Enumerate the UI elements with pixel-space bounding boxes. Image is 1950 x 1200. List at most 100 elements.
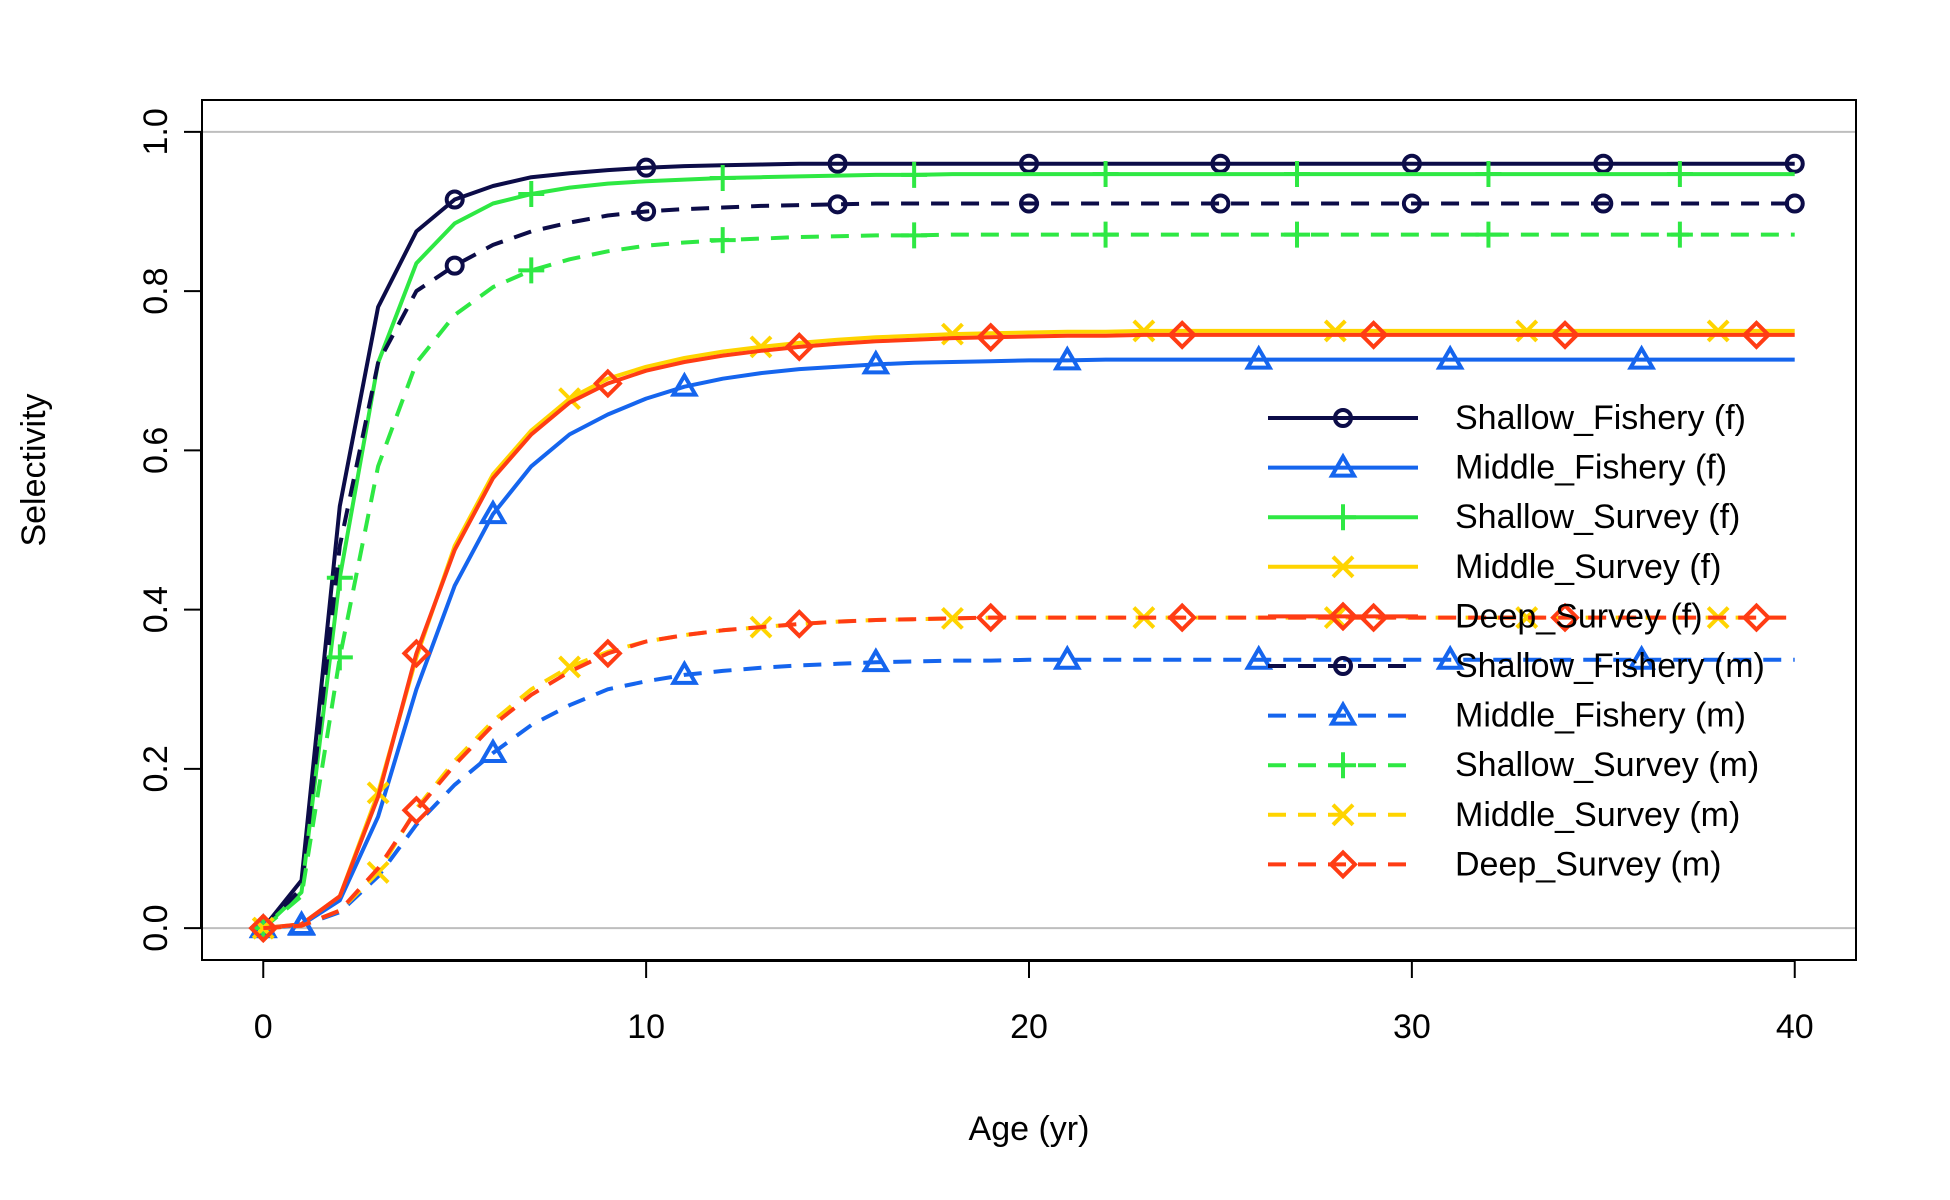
- legend-marker: [1333, 408, 1353, 428]
- series-deep-survey-m: [248, 602, 1795, 943]
- series-line: [263, 332, 1795, 931]
- data-point: [518, 257, 545, 284]
- data-point: [444, 255, 465, 276]
- data-point: [1435, 644, 1465, 670]
- data-point: [1052, 644, 1082, 670]
- data-point: [1210, 193, 1231, 214]
- legend-item-shallow-survey-f: Shallow_Survey (f): [1268, 498, 1740, 536]
- data-point: [1323, 319, 1347, 343]
- data-point: [1401, 193, 1422, 214]
- data-point: [1019, 193, 1039, 214]
- data-point: [901, 222, 928, 249]
- legend-item-deep-survey-m: Deep_Survey (m): [1268, 845, 1721, 883]
- data-point: [1627, 344, 1657, 370]
- legend-marker: [1331, 555, 1355, 579]
- data-point: [1741, 320, 1772, 350]
- data-point: [401, 638, 432, 669]
- data-point: [1475, 221, 1502, 248]
- x-tick-label: 40: [1776, 1008, 1814, 1046]
- series-shallow-fishery-f: [253, 153, 1805, 939]
- legend-label: Shallow_Fishery (f): [1455, 399, 1746, 437]
- series-line: [263, 357, 1795, 931]
- data-point: [1741, 602, 1772, 633]
- data-point: [1784, 193, 1805, 214]
- y-tick-label: 0.4: [137, 586, 175, 633]
- legend-item-shallow-survey-m: Shallow_Survey (m): [1268, 746, 1759, 784]
- x-tick-label: 10: [627, 1008, 665, 1046]
- data-point: [326, 644, 353, 671]
- x-axis: 0 10 20 30 40: [254, 960, 1814, 1046]
- legend-marker: [1328, 849, 1358, 880]
- series-line: [261, 172, 1795, 930]
- data-point: [1784, 153, 1805, 174]
- series-middle-fishery-m: [248, 644, 1795, 939]
- legend-label: Middle_Survey (m): [1455, 796, 1740, 834]
- series-shallow-survey-f: [250, 161, 1795, 942]
- data-point: [636, 201, 657, 222]
- legend: Shallow_Fishery (f) Middle_Fishery (f) Sha…: [1268, 399, 1765, 883]
- y-tick-label: 0.2: [137, 745, 175, 792]
- legend-marker: [1330, 504, 1356, 531]
- x-tick-label: 30: [1393, 1008, 1431, 1046]
- data-point: [478, 737, 508, 763]
- y-tick-label: 0.0: [137, 905, 175, 952]
- legend-label: Middle_Fishery (m): [1455, 697, 1746, 735]
- data-point: [1284, 161, 1311, 188]
- data-point: [861, 647, 891, 673]
- data-point: [1092, 221, 1119, 248]
- legend-item-middle-fishery-f: Middle_Fishery (f): [1268, 449, 1727, 487]
- reference-lines: [202, 130, 1856, 930]
- data-point: [248, 913, 279, 943]
- data-point: [593, 368, 623, 399]
- legend-item-middle-fishery-m: Middle_Fishery (m): [1268, 697, 1746, 735]
- data-point: [1435, 344, 1465, 370]
- data-point: [1244, 344, 1274, 370]
- data-point: [1706, 319, 1730, 343]
- legend-label: Shallow_Survey (f): [1455, 498, 1740, 536]
- data-point: [827, 153, 848, 174]
- y-tick-label: 1.0: [137, 108, 175, 155]
- data-point: [478, 499, 508, 525]
- data-point: [1210, 153, 1231, 174]
- data-point: [1593, 153, 1614, 174]
- data-point: [1666, 221, 1693, 248]
- data-point: [366, 860, 390, 884]
- x-tick-label: 20: [1010, 1008, 1048, 1046]
- data-point: [1019, 153, 1039, 174]
- series-line: [263, 615, 1795, 931]
- data-point: [1052, 345, 1082, 371]
- data-point: [1167, 602, 1197, 633]
- legend-label: Deep_Survey (m): [1455, 845, 1721, 883]
- data-point: [1550, 320, 1580, 350]
- series-line: [261, 161, 1795, 930]
- data-point: [975, 602, 1006, 633]
- data-point: [1550, 602, 1580, 633]
- data-point: [1401, 153, 1422, 174]
- x-axis-title: Age (yr): [969, 1110, 1090, 1148]
- series-line: [261, 201, 1795, 930]
- data-point: [636, 157, 657, 178]
- data-point: [1593, 193, 1614, 214]
- legend-marker: [1328, 452, 1358, 478]
- data-point: [1092, 161, 1119, 188]
- data-point: [1284, 221, 1311, 248]
- legend-item-middle-survey-m: Middle_Survey (m): [1268, 796, 1740, 834]
- data-point: [444, 189, 465, 210]
- legend-item-deep-survey-f: Deep_Survey (f): [1268, 597, 1703, 635]
- y-tick-label: 0.6: [137, 427, 175, 474]
- y-tick-label: 0.8: [137, 267, 175, 314]
- data-point: [784, 609, 815, 639]
- data-point: [827, 194, 848, 215]
- data-point: [593, 638, 623, 669]
- series-line: [263, 657, 1795, 931]
- data-point: [941, 606, 964, 630]
- x-tick-label: 0: [254, 1008, 273, 1046]
- data-point: [709, 227, 736, 254]
- data-point: [1244, 644, 1274, 670]
- legend-label: Middle_Fishery (f): [1455, 449, 1727, 487]
- legend-marker: [1331, 803, 1355, 827]
- data-point: [558, 387, 581, 411]
- y-axis: 0.0 0.2 0.4 0.6 0.8 1.0: [137, 108, 202, 952]
- data-point: [861, 349, 891, 375]
